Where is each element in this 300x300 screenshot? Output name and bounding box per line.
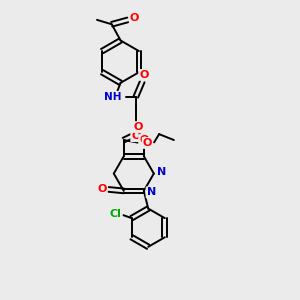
Text: N: N — [147, 188, 156, 197]
Text: O: O — [131, 131, 141, 141]
Text: O: O — [139, 135, 148, 145]
Text: Cl: Cl — [110, 209, 122, 219]
Text: N: N — [157, 167, 166, 177]
Text: NH: NH — [103, 92, 121, 102]
Text: O: O — [143, 138, 152, 148]
Text: O: O — [134, 122, 143, 132]
Text: O: O — [130, 14, 139, 23]
Text: O: O — [97, 184, 107, 194]
Text: O: O — [139, 70, 148, 80]
